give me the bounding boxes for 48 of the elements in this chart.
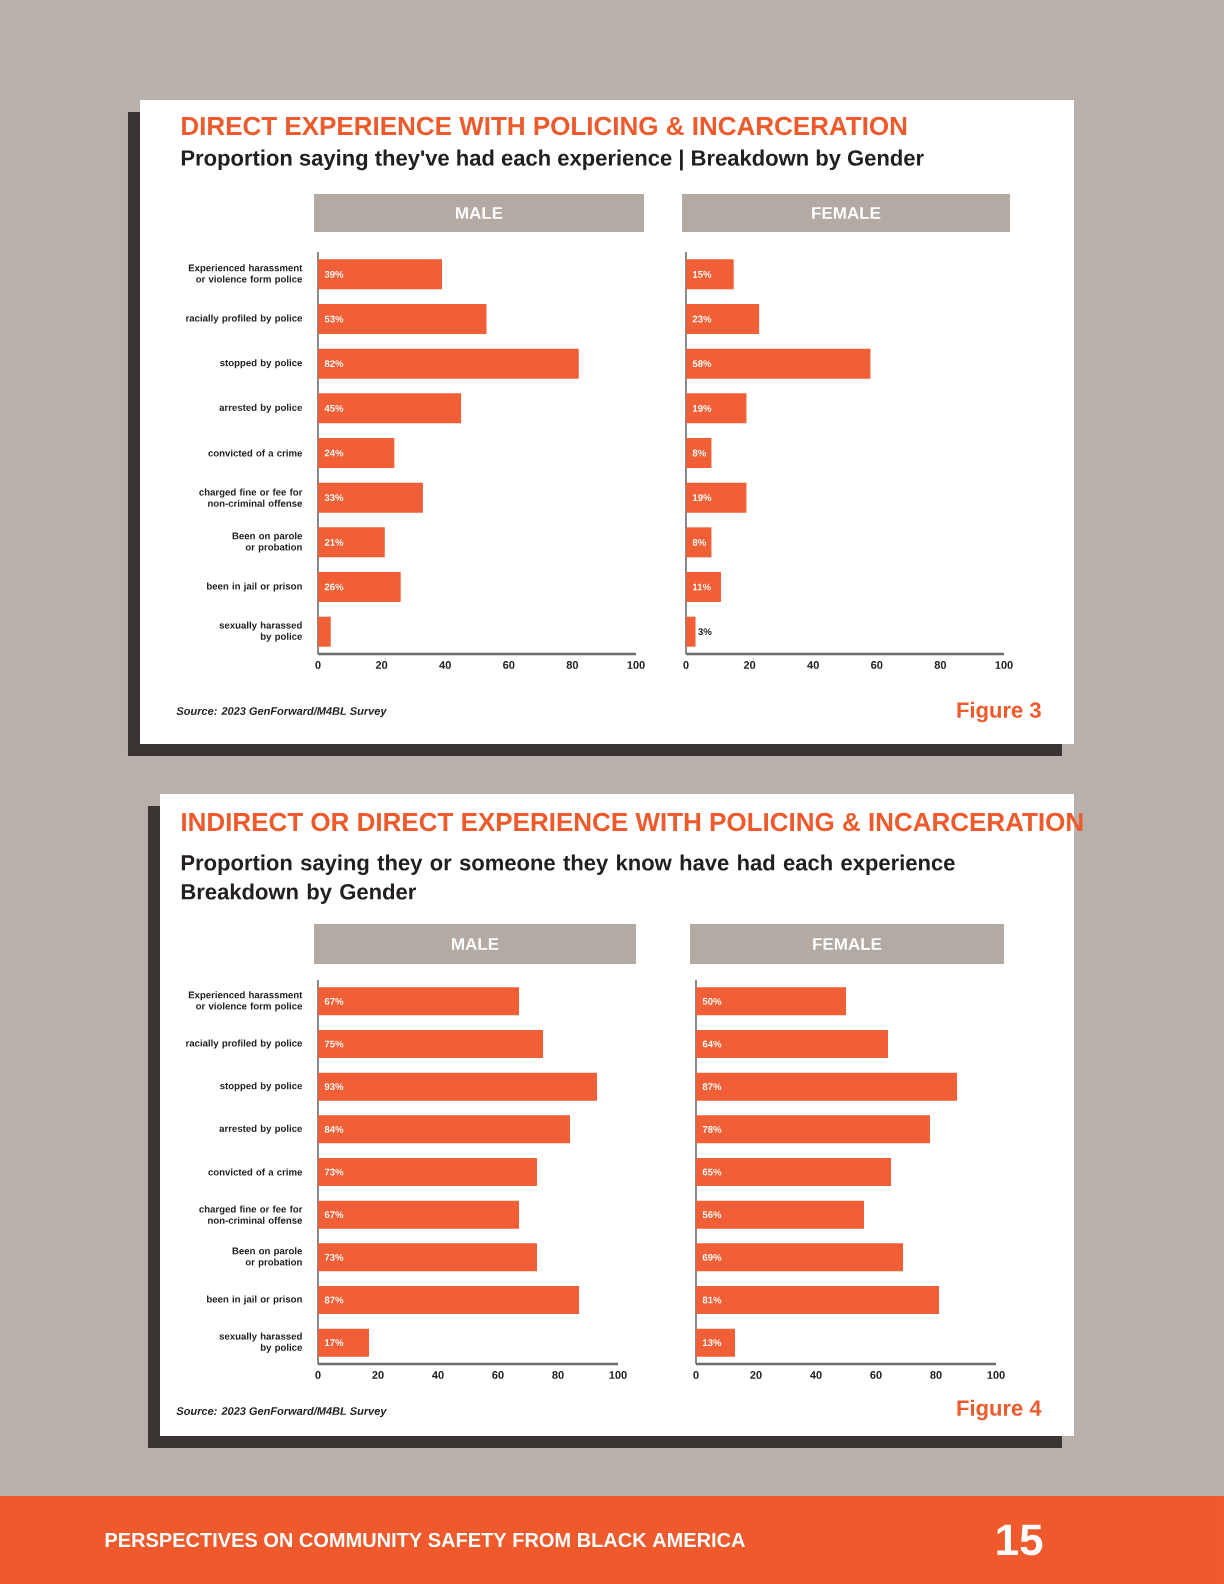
bar: [317, 527, 385, 558]
bar: [317, 1286, 579, 1315]
bar: [695, 1030, 888, 1059]
text: 15: [997, 1524, 1043, 1556]
bar: [695, 1072, 957, 1101]
bar: [317, 1158, 537, 1187]
bar: [317, 1243, 537, 1272]
bar: [317, 1072, 597, 1101]
bar: [317, 438, 395, 469]
bar: [695, 1115, 930, 1144]
bar: [317, 987, 519, 1016]
bar: [695, 987, 846, 1016]
text: Proportion saying they or someone they know have had each experience Breakdown by Gender: [181, 854, 955, 904]
bar: [685, 304, 760, 335]
text: INDIRECT OR DIRECT EXPERIENCE WITH POLICING & INCARCERATION: [182, 812, 1083, 832]
bar: [695, 1158, 891, 1187]
bar: [695, 1200, 864, 1229]
bar: [695, 1286, 939, 1315]
caption: Figure 3: [957, 701, 1041, 723]
text: Proportion saying they've had each experience | Breakdown by Gender: [181, 149, 924, 171]
text: PERSPECTIVES ON COMMUNITY SAFETY FROM BLACK AMERICA: [105, 1532, 745, 1548]
bar: [317, 616, 331, 647]
bar: [685, 438, 712, 469]
bar: [317, 1328, 369, 1357]
chart-title: MALE: [452, 938, 499, 950]
bar: [317, 304, 487, 335]
bar: [685, 527, 712, 558]
bar: [685, 259, 734, 290]
bar: [695, 1328, 735, 1357]
bar: [317, 482, 423, 513]
bar: [317, 1030, 543, 1059]
text: DIRECT EXPERIENCE WITH POLICING & INCARCERATION: [182, 116, 907, 136]
chart-title: FEMALE: [813, 938, 882, 950]
bar: [317, 572, 401, 603]
caption: Figure 4: [957, 1399, 1042, 1421]
bar: [317, 259, 443, 290]
chart-title: FEMALE: [812, 207, 881, 219]
bar: [685, 482, 747, 513]
bar: [317, 348, 579, 379]
bar: [685, 572, 721, 603]
bar: [685, 393, 747, 424]
bar: [317, 1115, 570, 1144]
chart-title: MALE: [456, 207, 503, 219]
bar: [317, 1200, 519, 1229]
bar: [317, 393, 462, 424]
bar: [685, 616, 696, 647]
bar: [685, 348, 871, 379]
bar: [695, 1243, 903, 1272]
